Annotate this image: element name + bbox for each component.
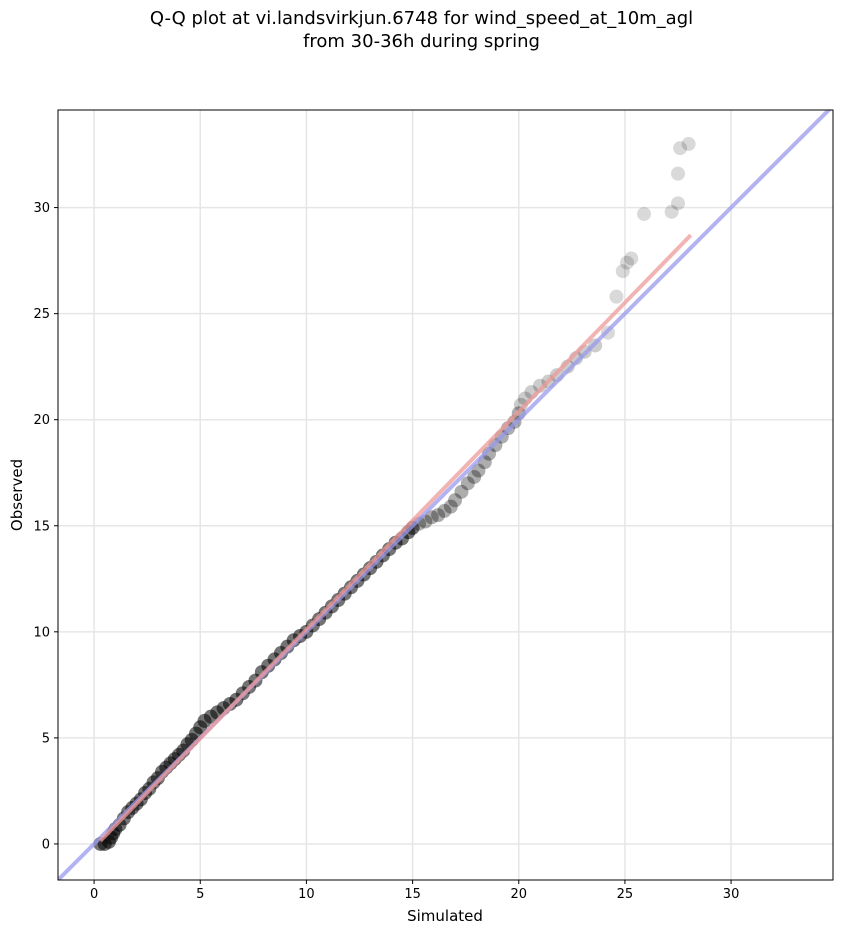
y-tick-label: 0: [42, 837, 50, 852]
y-tick-label: 15: [33, 519, 50, 534]
plot-frame: [57, 109, 834, 881]
y-tick-label: 20: [33, 413, 50, 428]
x-axis-label: Simulated: [407, 907, 483, 925]
y-axis-label: Observed: [8, 459, 26, 531]
data-point: [609, 289, 624, 304]
data-point: [615, 264, 630, 279]
fit-line: [99, 233, 693, 843]
axis-ticks: 0 5 10 15 20 25 30 0 5 10 15 20 25 30: [33, 201, 739, 902]
data-point: [431, 508, 446, 523]
data-point: [454, 484, 469, 499]
data-point: [460, 476, 475, 491]
y-tick-label: 10: [33, 625, 50, 640]
data-point: [620, 255, 635, 270]
chart-title-line2: from 30-36h during spring: [303, 31, 540, 52]
x-tick-label: 15: [404, 887, 421, 902]
data-point: [471, 463, 486, 478]
data-point: [671, 166, 685, 181]
x-tick-label: 5: [196, 887, 204, 902]
reference-lines: [58, 110, 832, 880]
data-point: [448, 493, 463, 508]
data-point: [424, 510, 439, 525]
data-point: [681, 136, 696, 151]
data-point: [467, 469, 482, 484]
data-point: [671, 196, 685, 211]
grid-lines: [58, 110, 833, 880]
y-tick-label: 5: [42, 731, 50, 746]
data-points: [93, 136, 696, 851]
x-tick-label: 30: [723, 887, 740, 902]
data-point: [624, 251, 639, 266]
y-tick-label: 30: [33, 201, 50, 216]
data-point: [664, 204, 679, 219]
chart-title-line1: Q-Q plot at vi.landsvirkjun.6748 for win…: [149, 8, 694, 29]
data-point: [637, 206, 652, 221]
data-point: [673, 141, 688, 156]
x-tick-label: 10: [298, 887, 315, 902]
x-tick-label: 25: [617, 887, 634, 902]
x-tick-label: 20: [510, 887, 527, 902]
y-tick-label: 25: [33, 307, 50, 322]
data-point: [532, 378, 547, 393]
x-tick-label: 0: [90, 887, 98, 902]
data-point: [437, 503, 452, 518]
data-point: [443, 499, 458, 514]
